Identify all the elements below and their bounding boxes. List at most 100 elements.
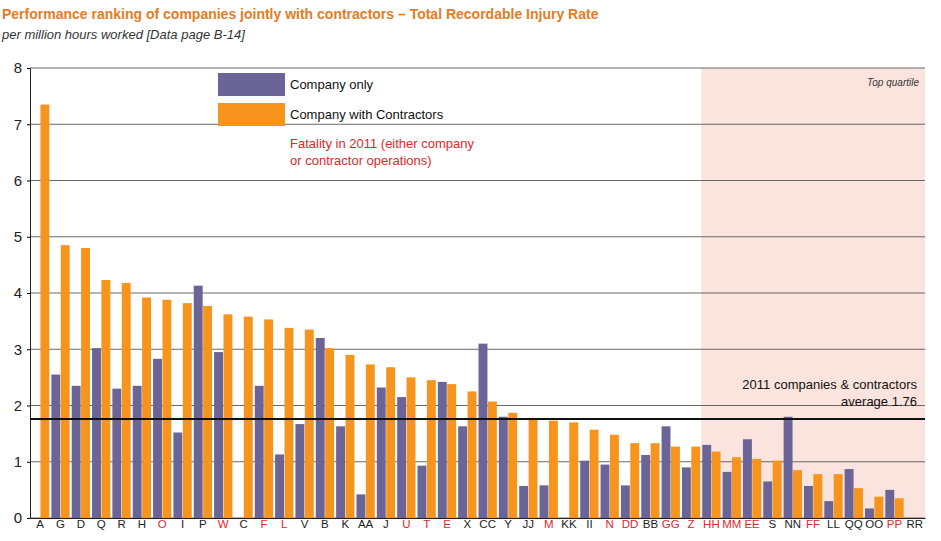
x-tick-label: N [606,518,614,530]
bar [366,364,375,518]
y-tick-mark [27,68,30,69]
y-tick-mark [27,124,30,125]
bar [641,455,650,518]
x-tick: JJ [523,518,535,530]
bar [590,430,599,518]
grid-line [30,293,925,294]
x-tick: G [56,518,65,530]
bar [153,359,162,518]
x-tick-label: U [402,518,410,530]
y-tick: 8 [14,59,30,76]
bar [763,481,772,518]
bar [162,300,171,518]
x-tick: HH [703,518,720,530]
chart: Performance ranking of companies jointly… [0,0,941,541]
x-tick: EE [744,518,760,530]
y-tick-mark [27,462,30,463]
bar [885,490,894,518]
x-tick: OO [865,518,883,530]
x-tick: M [544,518,554,530]
bar [804,486,813,518]
bar [784,417,793,518]
y-axis: 012345678 [14,59,31,526]
bar [377,388,386,519]
x-tick-label: FF [806,518,820,530]
legend-swatch [218,103,285,126]
bar [529,418,538,518]
bar [580,461,589,518]
bar [793,470,802,518]
bar [346,355,355,518]
bar [214,352,223,518]
x-tick-label: Z [688,518,695,530]
bar [305,330,314,518]
x-tick-label: P [199,518,207,530]
y-tick-mark [27,349,30,350]
x-tick: BB [643,518,659,530]
bar [865,508,874,518]
x-tick-label: G [56,518,65,530]
x-tick: X [463,518,471,530]
x-axis: AGDQRHOIPWCFLVBKAAJUTEXCCYJJMKKIINDDBBGG… [31,518,926,530]
y-tick-mark [27,518,30,519]
x-tick-label: D [77,518,85,530]
grid-line [30,124,925,125]
x-tick: W [218,518,229,530]
y-tick: 0 [14,509,30,526]
y-tick-mark [27,181,30,182]
x-tick-label: C [239,518,247,530]
bar [732,457,741,518]
bar [122,283,131,518]
title: Performance ranking of companies jointly… [2,6,599,22]
y-tick: 7 [14,116,30,133]
x-tick-label: QQ [845,518,863,530]
bar [540,485,549,518]
bar [569,422,578,518]
y-tick-label: 7 [14,116,22,133]
y-tick-label: 3 [14,341,22,358]
x-tick: H [138,518,146,530]
x-tick-label: NN [784,518,801,530]
bar [325,348,334,518]
x-tick-label: HH [703,518,720,530]
top-quartile-label: Top quartile [867,77,919,88]
x-tick-label: S [769,518,777,530]
x-tick: QQ [845,518,863,530]
x-tick: Q [97,518,106,530]
x-tick: L [281,518,288,530]
bars [40,105,903,518]
bar [834,474,843,518]
bar [895,498,904,518]
y-tick-label: 5 [14,228,22,245]
x-tick: P [199,518,207,530]
x-tick: Z [688,518,695,530]
bar [386,367,395,518]
x-tick-label: X [463,518,471,530]
x-tick-label: OO [865,518,883,530]
x-tick: U [402,518,410,530]
bar [630,443,639,518]
bar [682,467,691,518]
x-tick-label: KK [561,518,577,530]
x-tick-label: Y [504,518,512,530]
average-label: average 1.76 [841,394,917,409]
bar [874,497,883,518]
bar [508,413,517,518]
bar [81,248,90,518]
bar [813,474,822,518]
bar [51,375,60,518]
x-tick-label: Q [97,518,106,530]
bar [142,298,151,519]
x-tick: B [321,518,329,530]
bar [479,344,488,518]
x-tick: C [239,518,247,530]
bar [194,286,203,518]
y-tick-label: 8 [14,59,22,76]
bar [610,435,619,518]
bar [223,314,232,518]
bar [854,488,863,518]
bar [702,445,711,518]
legend: Company onlyCompany with ContractorsFata… [218,73,475,168]
bar [621,485,630,518]
legend-label: Company only [290,77,374,92]
